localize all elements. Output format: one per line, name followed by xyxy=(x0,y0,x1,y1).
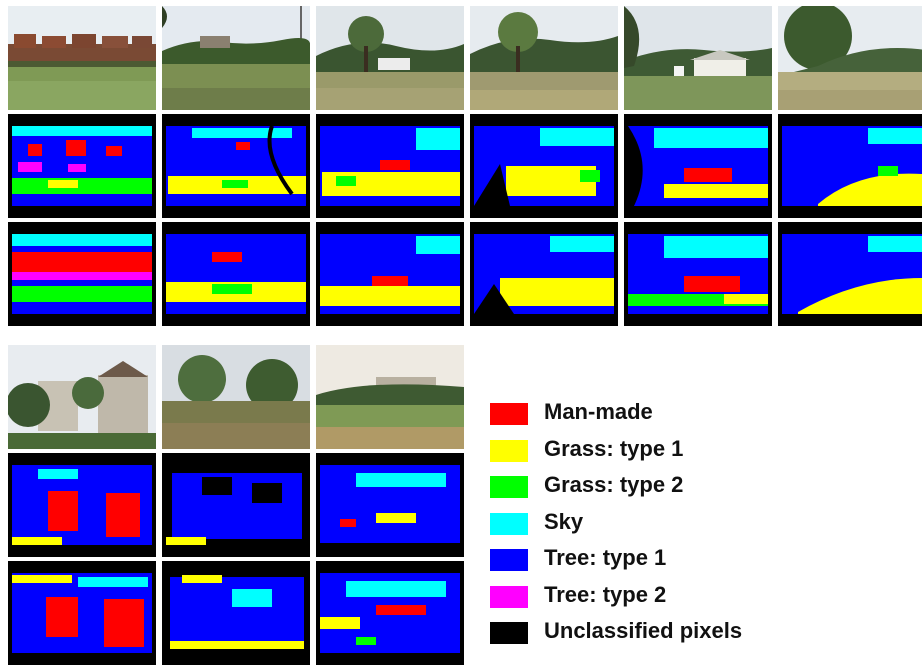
segmentation-9-b xyxy=(316,561,464,665)
photo-2 xyxy=(162,6,310,110)
legend-label: Unclassified pixels xyxy=(544,618,743,643)
photo-6 xyxy=(778,6,922,110)
swatch-unclassified xyxy=(490,622,528,644)
legend-label: Grass: type 1 xyxy=(544,435,684,461)
legend-label: Sky xyxy=(544,508,584,534)
photo-1 xyxy=(8,6,156,110)
swatch-grass-type-1 xyxy=(490,439,528,462)
legend-label: Man-made xyxy=(544,399,653,424)
segmentation-1-a xyxy=(8,114,156,218)
photo-9 xyxy=(316,345,464,449)
segmentation-7-a xyxy=(8,453,156,557)
photo-7 xyxy=(8,345,156,449)
segmentation-3-a xyxy=(316,114,464,218)
swatch-tree-type-1 xyxy=(490,549,528,571)
segmentation-8-b xyxy=(162,561,310,665)
photo-4 xyxy=(470,6,618,110)
segmentation-8-a xyxy=(162,453,310,557)
swatch-sky xyxy=(490,512,528,535)
photo-8 xyxy=(162,345,310,449)
segmentation-6-b xyxy=(778,222,922,326)
segmentation-1-b xyxy=(8,222,156,326)
swatch-tree-type-2 xyxy=(490,585,528,608)
swatch-man-made xyxy=(490,403,528,425)
segmentation-6-a xyxy=(778,114,922,218)
segmentation-7-b xyxy=(8,561,156,665)
photo-3 xyxy=(316,6,464,110)
legend-label: Tree: type 2 xyxy=(544,581,667,607)
segmentation-4-a xyxy=(470,114,618,218)
segmentation-3-b xyxy=(316,222,464,326)
segmentation-5-a xyxy=(624,114,772,218)
legend-label: Tree: type 1 xyxy=(544,545,667,570)
segmentation-5-b xyxy=(624,222,772,326)
legend-label: Grass: type 2 xyxy=(544,472,684,497)
photo-5 xyxy=(624,6,772,110)
segmentation-9-a xyxy=(316,453,464,557)
segmentation-4-b xyxy=(470,222,618,326)
segmentation-2-a xyxy=(162,114,310,218)
swatch-grass-type-2 xyxy=(490,476,528,498)
segmentation-2-b xyxy=(162,222,310,326)
